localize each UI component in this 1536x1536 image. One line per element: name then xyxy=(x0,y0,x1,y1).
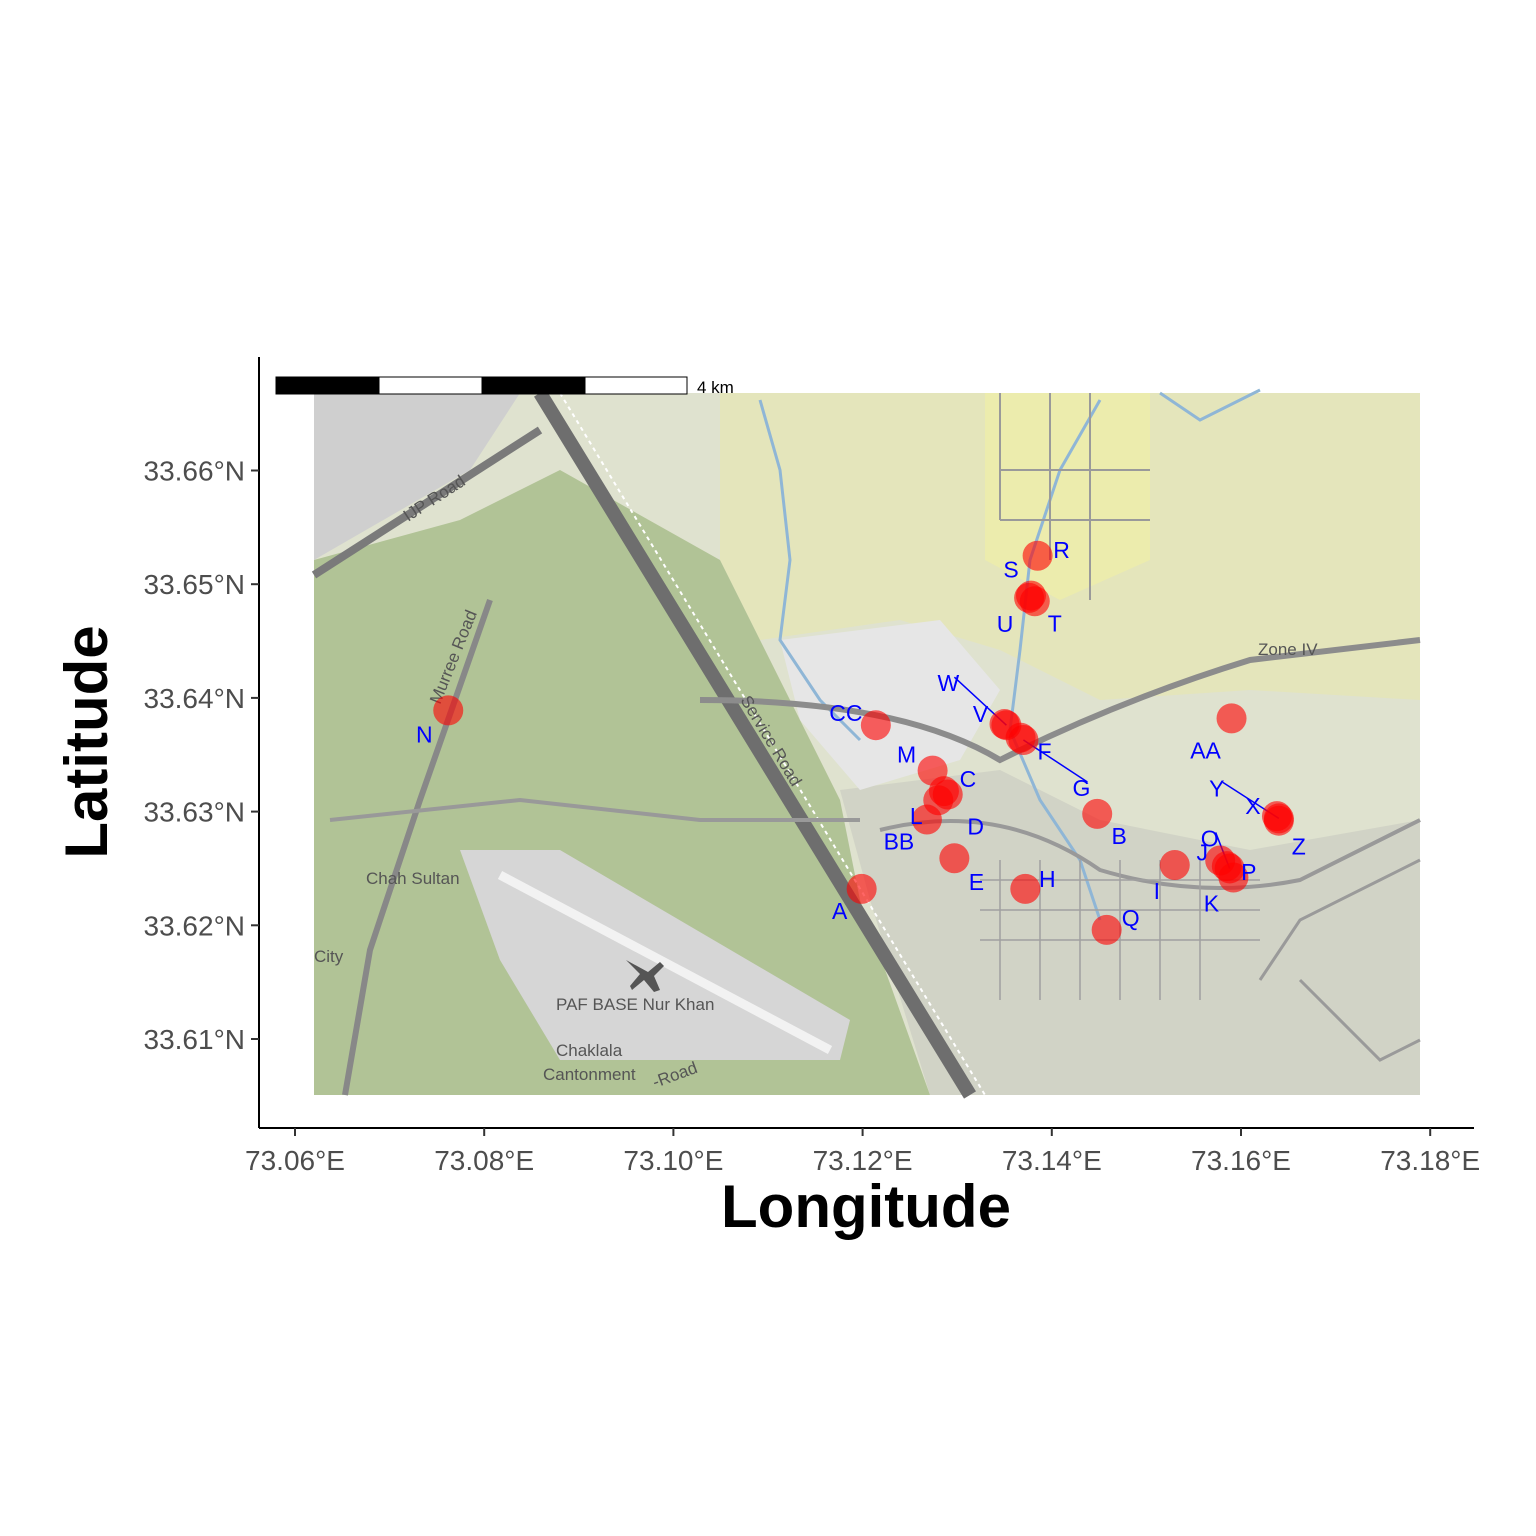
point-label-q: Q xyxy=(1122,905,1140,931)
ijp-road-line xyxy=(311,426,543,579)
urban-area-northwest xyxy=(314,393,520,560)
east-west-road xyxy=(329,797,860,822)
data-point-q xyxy=(1091,914,1122,945)
runway xyxy=(497,871,833,1054)
point-label-bb: BB xyxy=(884,829,915,855)
y-tick-label: 33.66°N xyxy=(144,456,246,487)
point-label-o: O xyxy=(1201,825,1219,851)
data-point-m xyxy=(917,755,948,786)
x-tick-label: 73.10°E xyxy=(623,1145,723,1176)
data-point-r xyxy=(1022,540,1053,571)
point-label-u: U xyxy=(997,611,1014,637)
point-label-k: K xyxy=(1204,891,1220,917)
roads-southeast xyxy=(1258,858,1421,1062)
zone-iv-label: Zone IV xyxy=(1258,640,1318,659)
murree-road-line xyxy=(342,599,493,1096)
expressway xyxy=(534,389,976,1099)
x-tick-label: 73.12°E xyxy=(813,1145,913,1176)
point-labels: A B CD E FG H I JK L M N OP Q R S T U VW XY Z AA BB CC xyxy=(416,537,1306,931)
chaklala-label: Chaklala xyxy=(556,1041,623,1060)
x-tick-label: 73.06°E xyxy=(245,1145,345,1176)
point-label-s: S xyxy=(1003,557,1018,583)
airbase-label: PAF BASE Nur Khan xyxy=(556,995,714,1014)
green-area-west xyxy=(314,470,930,1095)
data-point-z xyxy=(1263,805,1294,836)
data-point-b xyxy=(1082,798,1113,829)
point-label-r: R xyxy=(1053,537,1070,563)
data-point-u xyxy=(1014,582,1045,613)
point-label-x: X xyxy=(1245,793,1260,819)
x-tick-label: 73.14°E xyxy=(1002,1145,1102,1176)
x-tick-label: 73.08°E xyxy=(434,1145,534,1176)
point-label-c: C xyxy=(960,766,977,792)
airplane-icon xyxy=(626,960,664,992)
scale-segment-1 xyxy=(275,376,380,395)
point-label-aa: AA xyxy=(1190,737,1221,763)
point-label-j: J xyxy=(1196,839,1208,865)
x-axis-title: Longitude xyxy=(721,1173,1011,1240)
scale-bar: 4 km xyxy=(275,376,734,397)
zone-road xyxy=(699,637,1421,764)
data-point-i xyxy=(1159,850,1190,881)
x-tick-label: 73.16°E xyxy=(1191,1145,1291,1176)
point-label-z: Z xyxy=(1292,834,1306,860)
scale-segment-3 xyxy=(481,376,586,395)
secondary-road xyxy=(879,818,1421,890)
cantonment-label: Cantonment xyxy=(543,1065,636,1084)
urban-area-center xyxy=(780,620,1000,790)
urban-area-southeast xyxy=(840,770,1420,1095)
data-point-h xyxy=(1010,873,1041,904)
y-tick-label: 33.62°N xyxy=(144,910,246,941)
data-points xyxy=(433,540,1294,945)
basemap: IJP Road Murree Road Service Road Zone I… xyxy=(311,388,1421,1099)
data-point-w xyxy=(991,710,1022,741)
data-point-a xyxy=(846,873,877,904)
y-axis-ticks: 33.61°N 33.62°N 33.63°N 33.64°N 33.65°N 33.66… xyxy=(144,456,259,1055)
y-tick-label: 33.63°N xyxy=(144,797,246,828)
y-tick-label: 33.61°N xyxy=(144,1024,246,1055)
data-point-p xyxy=(1211,851,1242,882)
point-label-i: I xyxy=(1154,878,1160,904)
data-point-aa xyxy=(1216,703,1247,734)
point-label-d: D xyxy=(967,814,984,840)
point-label-m: M xyxy=(897,742,916,768)
point-label-y: Y xyxy=(1209,775,1224,801)
point-label-t: T xyxy=(1048,610,1062,636)
point-label-cc: CC xyxy=(829,700,862,726)
point-label-b: B xyxy=(1112,823,1127,849)
chah-sultan-label: Chah Sultan xyxy=(366,869,460,888)
y-tick-label: 33.64°N xyxy=(144,683,246,714)
point-label-a: A xyxy=(832,898,848,924)
point-label-f: F xyxy=(1038,739,1052,765)
point-label-p: P xyxy=(1241,859,1256,885)
y-axis-title: Latitude xyxy=(53,625,120,858)
city-label: City xyxy=(314,947,344,966)
x-axis-ticks: 73.06°E 73.08°E 73.10°E 73.12°E 73.14°E 73.16… xyxy=(245,1128,1480,1176)
grid-streets-north xyxy=(999,393,1150,600)
data-point-e xyxy=(939,843,970,874)
point-label-e: E xyxy=(969,869,984,895)
data-point-cc xyxy=(860,710,891,741)
point-label-g: G xyxy=(1072,775,1090,801)
point-label-l: L xyxy=(910,803,923,829)
point-label-n: N xyxy=(416,721,433,747)
data-point-bb xyxy=(911,804,942,835)
data-point-n xyxy=(433,695,464,726)
expressway-median xyxy=(559,392,986,1096)
point-label-h: H xyxy=(1039,866,1056,892)
scale-segment-2 xyxy=(378,376,483,395)
point-label-w: W xyxy=(938,670,960,696)
scale-segment-4 xyxy=(584,376,688,395)
scale-bar-label: 4 km xyxy=(697,378,734,397)
x-tick-label: 73.18°E xyxy=(1380,1145,1480,1176)
point-label-v: V xyxy=(973,701,989,727)
y-tick-label: 33.65°N xyxy=(144,569,246,600)
